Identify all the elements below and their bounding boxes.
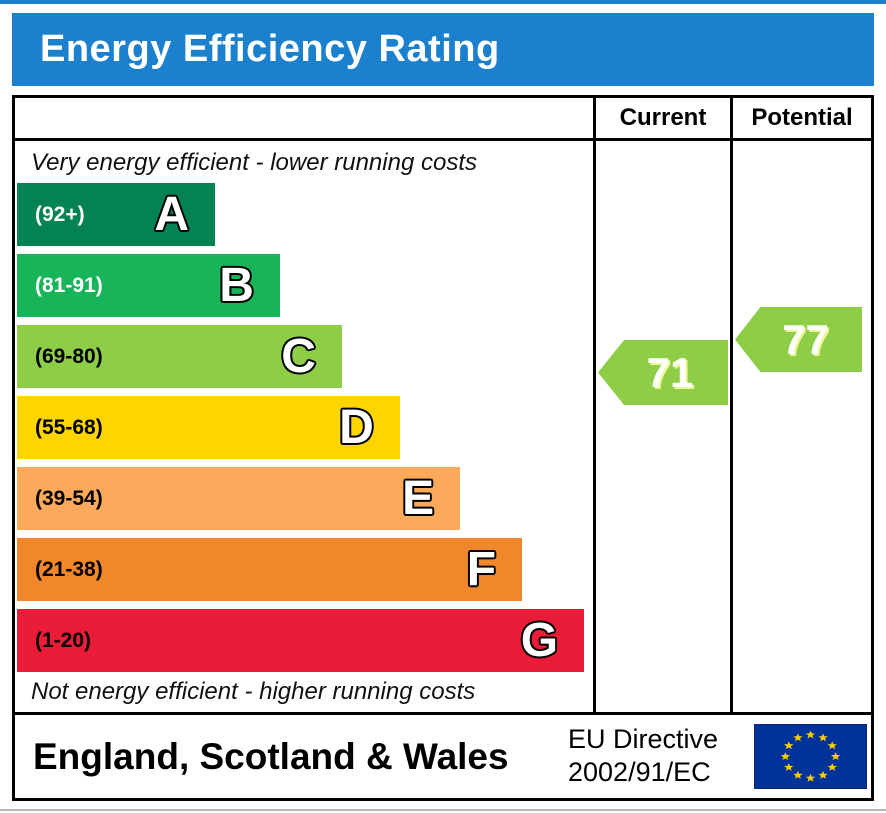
band-row: (69-80) C xyxy=(17,325,591,388)
bottom-note: Not energy efficient - higher running co… xyxy=(31,678,476,705)
header-divider xyxy=(15,138,871,141)
band-range: (81-91) xyxy=(35,273,103,297)
band-list: (92+) A (81-91) B (69-80) C (55-68) D (3 xyxy=(17,183,591,680)
band-bar: (69-80) C xyxy=(17,325,342,388)
current-column-header: Current xyxy=(619,104,707,131)
band-row: (55-68) D xyxy=(17,396,591,459)
band-bar: (39-54) E xyxy=(17,467,461,530)
band-range: (55-68) xyxy=(35,415,103,439)
band-bar: (81-91) B xyxy=(17,254,280,317)
band-row: (92+) A xyxy=(17,183,591,246)
band-range: (1-20) xyxy=(35,628,92,652)
band-letter: G xyxy=(520,614,559,667)
band-bar: (21-38) F xyxy=(17,538,523,601)
band-row: (21-38) F xyxy=(17,538,591,601)
epc-chart: Current Potential Very energy efficient … xyxy=(12,95,874,715)
band-range: (21-38) xyxy=(35,557,103,581)
band-letter: B xyxy=(219,259,254,312)
band-letter: F xyxy=(466,543,497,596)
eu-directive-label: EU Directive 2002/91/EC xyxy=(568,723,718,789)
band-letter: E xyxy=(402,472,435,525)
column-divider xyxy=(593,98,596,712)
band-bar: (55-68) D xyxy=(17,396,400,459)
bottom-divider xyxy=(0,809,886,811)
current-rating-value: 71 xyxy=(646,349,694,396)
column-divider xyxy=(730,98,733,712)
potential-rating-value: 77 xyxy=(782,316,829,363)
footer: England, Scotland & Wales EU Directive 2… xyxy=(12,712,874,801)
band-range: (39-54) xyxy=(35,486,103,510)
band-row: (81-91) B xyxy=(17,254,591,317)
current-rating-arrow: 71 xyxy=(598,340,728,405)
band-bar: (92+) A xyxy=(17,183,216,246)
band-range: (69-80) xyxy=(35,344,103,368)
band-row: (39-54) E xyxy=(17,467,591,530)
band-letter: C xyxy=(281,330,316,383)
region-label: England, Scotland & Wales xyxy=(33,736,509,777)
band-range: (92+) xyxy=(35,202,85,226)
top-divider xyxy=(0,0,886,4)
potential-rating-arrow: 77 xyxy=(735,307,862,372)
eu-directive-line2: 2002/91/EC xyxy=(568,757,711,787)
band-bar: (1-20) G xyxy=(17,609,585,672)
band-row: (1-20) G xyxy=(17,609,591,672)
band-letter: D xyxy=(339,401,374,454)
eu-flag-icon xyxy=(754,724,867,789)
page-title: Energy Efficiency Rating xyxy=(12,13,874,86)
top-note: Very energy efficient - lower running co… xyxy=(31,149,477,176)
potential-column-header: Potential xyxy=(751,104,853,131)
band-letter: A xyxy=(154,188,190,241)
eu-directive-line1: EU Directive xyxy=(568,724,719,754)
